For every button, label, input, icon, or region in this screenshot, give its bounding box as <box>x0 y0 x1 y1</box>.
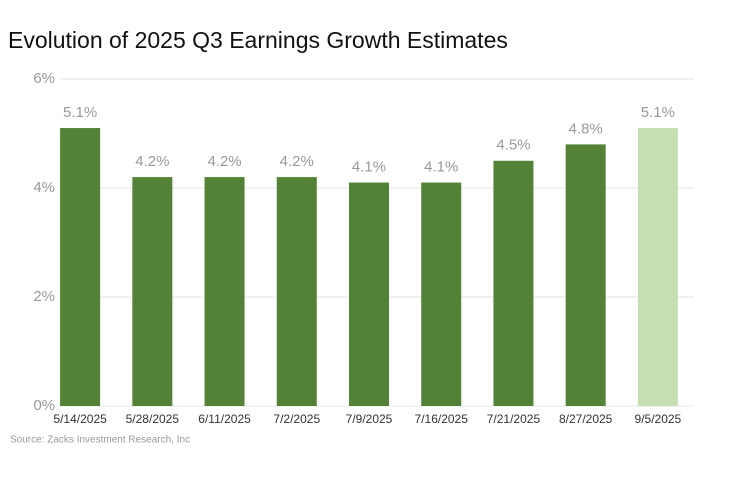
value-label: 4.2% <box>207 153 241 170</box>
bar <box>204 177 245 406</box>
value-label: 4.2% <box>280 153 314 170</box>
value-label: 4.1% <box>352 159 386 176</box>
value-label: 4.5% <box>496 137 530 154</box>
bar <box>276 177 317 406</box>
bar <box>493 160 534 406</box>
value-label: 4.8% <box>569 120 603 137</box>
bar <box>565 144 606 406</box>
bar <box>637 128 678 407</box>
value-label: 4.2% <box>135 153 169 170</box>
y-tick-label: 4% <box>33 179 55 196</box>
bar <box>60 128 101 407</box>
chart-title: Evolution of 2025 Q3 Earnings Growth Est… <box>8 27 508 53</box>
value-label: 5.1% <box>641 104 675 121</box>
x-tick-label: 6/11/2025 <box>198 412 251 426</box>
bar <box>132 177 173 406</box>
y-tick-label: 2% <box>33 288 55 305</box>
y-tick-label: 6% <box>33 70 55 87</box>
x-tick-label: 7/2/2025 <box>273 412 320 426</box>
x-tick-label: 7/21/2025 <box>487 412 541 426</box>
value-label: 5.1% <box>63 104 97 121</box>
source-note: Source: Zacks Investment Research, Inc <box>10 435 190 446</box>
y-tick-label: 0% <box>33 397 55 414</box>
x-tick-label: 7/9/2025 <box>346 412 393 426</box>
bar <box>421 182 462 406</box>
x-tick-label: 9/5/2025 <box>635 412 682 426</box>
bar <box>349 182 389 406</box>
x-tick-label: 5/14/2025 <box>53 412 107 426</box>
x-tick-label: 8/27/2025 <box>559 412 613 426</box>
x-tick-label: 7/16/2025 <box>415 412 469 426</box>
x-tick-label: 5/28/2025 <box>126 412 180 426</box>
value-label: 4.1% <box>424 159 458 176</box>
